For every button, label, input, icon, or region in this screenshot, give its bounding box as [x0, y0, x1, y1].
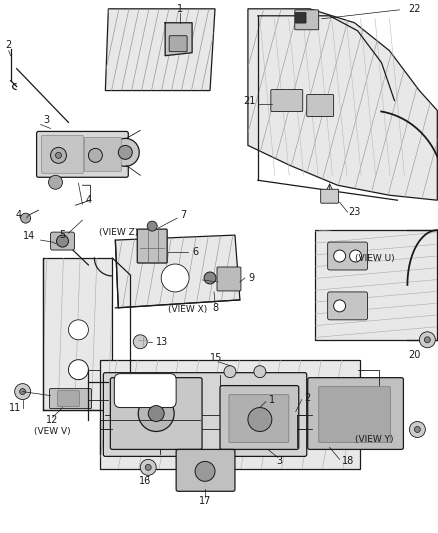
Text: 5: 5: [59, 230, 65, 240]
FancyBboxPatch shape: [57, 391, 79, 407]
Circle shape: [223, 366, 235, 378]
Circle shape: [424, 337, 429, 343]
Text: 1: 1: [177, 4, 183, 14]
Text: (VIEW X): (VIEW X): [168, 305, 207, 314]
Text: (VIEW Z): (VIEW Z): [99, 228, 138, 237]
Text: 23: 23: [348, 207, 360, 217]
Circle shape: [413, 426, 420, 432]
FancyBboxPatch shape: [42, 135, 83, 173]
Circle shape: [333, 250, 345, 262]
Circle shape: [118, 146, 132, 159]
Circle shape: [133, 335, 147, 349]
Text: 2: 2: [6, 39, 12, 50]
FancyBboxPatch shape: [176, 449, 234, 491]
Text: 12: 12: [46, 415, 59, 424]
Circle shape: [349, 250, 361, 262]
Polygon shape: [165, 23, 192, 55]
FancyBboxPatch shape: [50, 232, 74, 250]
Circle shape: [88, 148, 102, 163]
Circle shape: [49, 175, 62, 189]
Text: 21: 21: [243, 95, 255, 106]
FancyBboxPatch shape: [216, 267, 240, 291]
Circle shape: [68, 320, 88, 340]
Circle shape: [247, 408, 271, 432]
FancyBboxPatch shape: [84, 138, 121, 171]
Polygon shape: [42, 258, 112, 409]
Circle shape: [333, 300, 345, 312]
Circle shape: [148, 406, 164, 422]
FancyBboxPatch shape: [327, 292, 367, 320]
FancyBboxPatch shape: [49, 389, 91, 409]
Text: (VIEW U): (VIEW U): [354, 254, 393, 263]
Text: 11: 11: [8, 402, 21, 413]
Circle shape: [14, 384, 31, 400]
Text: 9: 9: [248, 273, 254, 283]
Text: 4: 4: [85, 195, 91, 205]
Text: 2: 2: [304, 393, 310, 402]
Circle shape: [57, 235, 68, 247]
Circle shape: [140, 459, 156, 475]
Polygon shape: [100, 360, 359, 470]
FancyBboxPatch shape: [229, 394, 288, 442]
FancyBboxPatch shape: [307, 378, 403, 449]
Circle shape: [145, 464, 151, 470]
Circle shape: [68, 360, 88, 379]
FancyBboxPatch shape: [320, 189, 338, 203]
Circle shape: [409, 422, 424, 438]
Text: 17: 17: [198, 496, 211, 506]
Circle shape: [253, 366, 265, 378]
FancyBboxPatch shape: [270, 90, 302, 111]
Circle shape: [418, 332, 434, 348]
Circle shape: [204, 272, 215, 284]
Text: 15: 15: [209, 353, 222, 363]
Text: 13: 13: [155, 337, 168, 347]
FancyBboxPatch shape: [294, 10, 318, 30]
Text: 8: 8: [212, 303, 218, 313]
Text: 14: 14: [22, 231, 35, 241]
Text: 16: 16: [139, 477, 151, 486]
Circle shape: [50, 148, 66, 163]
Text: 18: 18: [341, 456, 353, 466]
Circle shape: [161, 264, 189, 292]
FancyBboxPatch shape: [114, 374, 176, 408]
Text: 6: 6: [191, 247, 198, 257]
Polygon shape: [247, 9, 436, 200]
Circle shape: [55, 152, 61, 158]
Text: 7: 7: [180, 210, 186, 220]
FancyBboxPatch shape: [103, 373, 306, 456]
FancyBboxPatch shape: [137, 229, 167, 263]
Text: 1: 1: [268, 394, 274, 405]
Polygon shape: [115, 235, 240, 308]
Circle shape: [194, 462, 215, 481]
Text: (VEW V): (VEW V): [34, 427, 71, 436]
Circle shape: [20, 389, 25, 394]
FancyBboxPatch shape: [219, 385, 298, 449]
Circle shape: [111, 139, 139, 166]
Text: 4: 4: [15, 210, 21, 220]
Circle shape: [147, 221, 157, 231]
Text: 3: 3: [276, 456, 282, 466]
Circle shape: [21, 213, 31, 223]
Circle shape: [138, 395, 174, 432]
FancyBboxPatch shape: [306, 94, 333, 117]
FancyBboxPatch shape: [169, 36, 187, 52]
Polygon shape: [314, 230, 436, 340]
FancyBboxPatch shape: [318, 386, 389, 442]
FancyBboxPatch shape: [36, 132, 128, 177]
FancyBboxPatch shape: [110, 378, 201, 449]
FancyBboxPatch shape: [295, 12, 305, 23]
FancyBboxPatch shape: [327, 242, 367, 270]
Text: 20: 20: [407, 350, 420, 360]
Polygon shape: [105, 9, 215, 91]
Text: (VIEW Y): (VIEW Y): [354, 435, 393, 444]
Text: 22: 22: [407, 4, 420, 14]
Text: 3: 3: [43, 116, 49, 125]
